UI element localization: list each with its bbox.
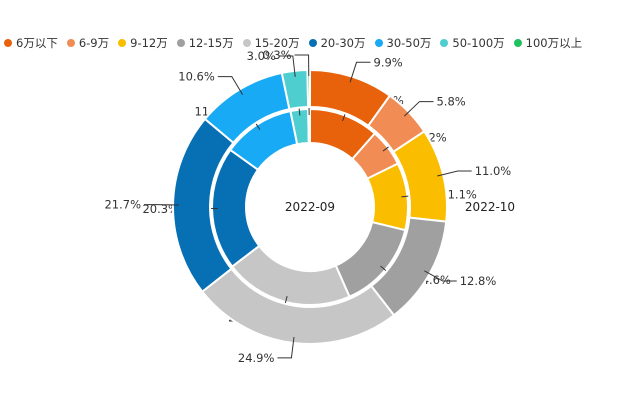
legend-item[interactable]: 6-9万 [66,35,110,51]
legend-swatch [66,39,75,47]
data-label: 24.9% [238,351,275,365]
legend-label: 15-20万 [254,36,300,50]
label-leader-line [278,55,296,77]
data-label: 12.8% [460,274,497,288]
legend-label: 50-100万 [452,36,505,50]
chart-legend: 6万以下 6-9万 9-12万 12-15万 15-20万 20-30万 30-50万 50-… [4,36,591,50]
center-label: 2022-09 [285,200,335,214]
legend-item[interactable]: 50-100万 [440,35,505,51]
data-label: 11.1% [440,187,477,201]
data-label: 3.0% [247,49,276,63]
legend-swatch [118,39,127,47]
legend-label: 9-12万 [130,36,168,50]
legend-label: 100万以上 [525,36,583,50]
label-leader-line [294,54,310,77]
legend-swatch [440,39,449,47]
label-leader-line [277,336,295,359]
legend-swatch [242,39,251,47]
label-leader-line [217,76,244,95]
legend-item[interactable]: 9-12万 [118,35,168,51]
legend-swatch [308,39,317,47]
label-leader-line [424,270,457,282]
ring-1: 9.9% 5.8% 11.0% 12.8% 24.9% 21.7% 10.6% 3.0%0.3… [104,48,511,365]
legend-item[interactable]: 20-30万 [308,35,366,51]
data-label: 5.8% [436,95,465,109]
legend-swatch [513,39,522,47]
legend-label: 30-50万 [386,36,432,50]
legend-label: 12-15万 [188,36,234,50]
outer-ring-label: 2022-10 [465,200,515,214]
label-leader-line [404,101,434,117]
legend-label: 6-9万 [78,36,110,50]
data-label: 11.0% [475,164,512,178]
legend-label: 20-30万 [320,36,366,50]
legend-item[interactable]: 6万以下 [4,35,58,51]
legend-swatch [176,39,185,47]
legend-swatch [374,39,383,47]
label-leader-line [437,170,472,177]
legend-item[interactable]: 15-20万 [242,35,300,51]
legend-item[interactable]: 12-15万 [176,35,234,51]
data-label: 10.6% [178,70,215,84]
legend-item[interactable]: 100万以上 [513,35,583,51]
legend-label: 6万以下 [16,36,58,50]
data-label: 21.7% [104,198,141,212]
legend-item[interactable]: 30-50万 [374,35,432,51]
label-leader-line [349,61,371,83]
data-label: 0.3% [262,48,291,62]
data-label: 9.9% [374,55,403,69]
legend-swatch [4,39,12,47]
